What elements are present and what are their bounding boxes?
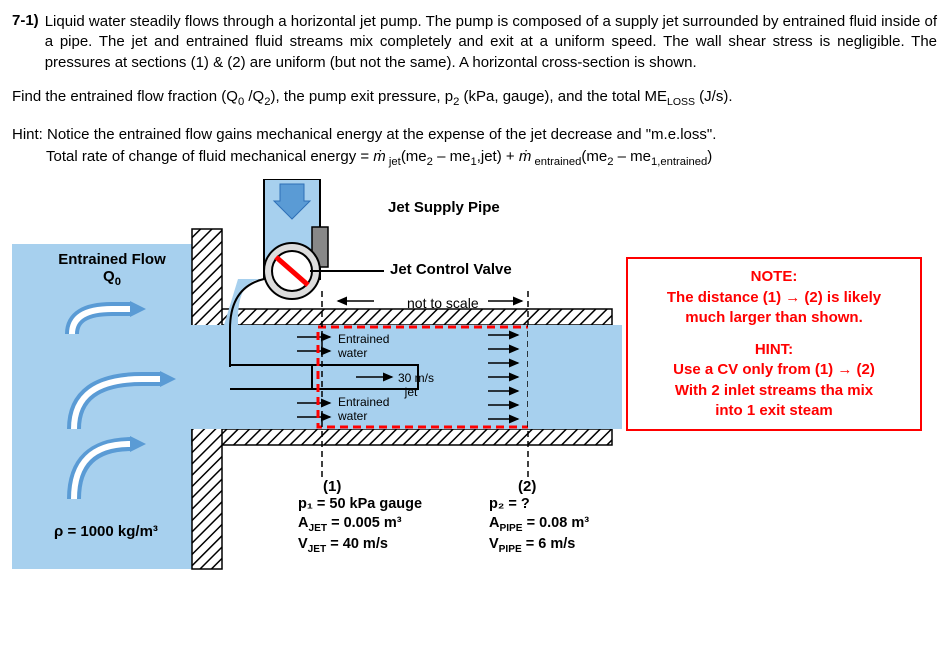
note-hint2: With 2 inlet streams tha mix [634,381,914,401]
ew3: Entrained [338,395,389,409]
hint-block: Hint: Notice the entrained flow gains me… [12,124,937,171]
apipe-sub: PIPE [499,523,522,534]
note-hint-title: HINT: [634,340,914,360]
note-title: NOTE: [634,267,914,287]
entrained-flow-text: Entrained Flow [58,251,166,268]
ew1: Entrained [338,332,389,346]
hint2-pre: Total rate of change of fluid mechanical… [46,148,373,165]
hint2-m2: – me [433,148,471,165]
jet-control-label: Jet Control Valve [390,261,512,278]
section2-label: (2) [518,478,536,495]
find-line: Find the entrained flow fraction (Q0 /Q2… [12,87,937,110]
note-box: NOTE: The distance (1) → (2) is likely m… [626,257,922,431]
entrained-q: Q [103,268,115,285]
ajet-val: = 0.005 m³ [327,515,402,531]
not-to-scale-label: not to scale [407,295,479,311]
p2-text: p₂ = ? [489,496,530,512]
hint2-end: ) [707,148,712,165]
vpipe: V [489,536,499,552]
pipe-top-wall [192,309,612,325]
find-pre: Find the entrained flow fraction (Q [12,88,238,105]
apipe: A [489,515,499,531]
entrained-flow-label: Entrained Flow Q0 [42,251,182,288]
hint2-m5: – me [613,148,651,165]
note-body1: The distance (1) → (2) is likely [634,288,914,308]
note-hint3: into 1 exit steam [634,401,914,421]
note-hint1: Use a CV only from (1) → (2) [634,360,914,380]
find-mid2: ), the pump exit pressure, p [271,88,454,105]
reservoir [12,244,212,569]
diagram: Jet Supply Pipe Entrained Flow Q0 Jet Co… [12,179,937,589]
density-label: ρ = 1000 kg/m³ [54,523,158,540]
ajet-sub: JET [308,523,327,534]
find-post: (kPa, gauge), and the total ME [459,88,667,105]
problem-header: 7-1) Liquid water steadily flows through… [12,12,937,73]
find-mid1: /Q [244,88,264,105]
jet-word: jet [405,385,418,399]
hint-line1: Hint: Notice the entrained flow gains me… [12,124,937,147]
find-end: (J/s). [695,88,733,105]
ew4: water [338,409,367,423]
section2-data: p₂ = ? APIPE = 0.08 m³ VPIPE = 6 m/s [489,495,589,556]
section1-label: (1) [323,478,341,495]
problem-text: Liquid water steadily flows through a ho… [45,12,937,73]
entrained-water-top: Entrained water [338,332,389,360]
note-body2: much larger than shown. [634,308,914,328]
apipe-val: = 0.08 m³ [523,515,590,531]
section1-data: p₁ = 50 kPa gauge AJET = 0.005 m³ VJET =… [298,495,422,556]
vjet: V [298,536,308,552]
p1-text: p₁ = 50 kPa gauge [298,496,422,512]
vpipe-val: = 6 m/s [522,536,576,552]
hint2-m1: (me [401,148,427,165]
jet-label: 30 m/s jet [398,371,434,399]
jet-speed: 30 m/s [398,371,434,385]
problem-number: 7-1) [12,12,39,29]
entrained-q-sub: 0 [115,276,121,288]
vjet-val: = 40 m/s [326,536,388,552]
hint-line2: Total rate of change of fluid mechanical… [12,146,937,171]
entrained-water-bot: Entrained water [338,395,389,423]
pipe-bottom-wall [192,429,612,445]
hint2-m3: ,jet) + [477,148,519,165]
hint2-m4: (me [581,148,607,165]
vpipe-sub: PIPE [499,544,522,555]
ajet: A [298,515,308,531]
ew2: water [338,346,367,360]
jet-supply-label: Jet Supply Pipe [388,199,500,216]
vjet-sub: JET [308,544,327,555]
